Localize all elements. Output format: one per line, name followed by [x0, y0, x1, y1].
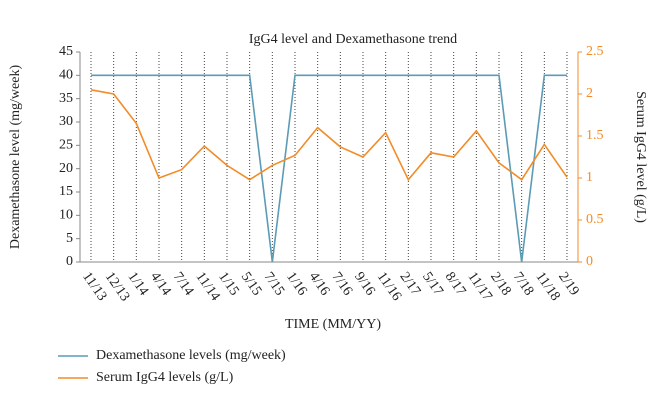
y2-tick-label: 1: [586, 170, 593, 185]
x-tick-label: 11/13: [79, 270, 109, 304]
legend-label: Dexamethasone levels (mg/week): [96, 348, 286, 363]
y2-axis-title: Serum IgG4 level (g/L): [633, 91, 648, 223]
y-tick-label: 30: [59, 114, 73, 129]
x-tick-label: 7/14: [170, 270, 197, 299]
y2-tick-label: 0: [586, 254, 593, 269]
y-tick-label: 25: [59, 138, 73, 153]
y-tick-label: 5: [66, 231, 73, 246]
x-tick-label: 5/17: [419, 270, 446, 299]
y-tick-label: 45: [59, 44, 73, 59]
y2-tick-label: 0.5: [586, 212, 604, 227]
y-tick-label: 40: [59, 68, 73, 83]
x-tick-label: 7/18: [510, 270, 537, 299]
y-tick-label: 15: [59, 184, 73, 199]
series-line: [90, 89, 568, 182]
x-tick-label: 11/16: [374, 270, 404, 304]
x-tick-label: 8/17: [442, 270, 469, 299]
series-line: [91, 74, 567, 263]
y-tick-label: 35: [59, 91, 73, 106]
y-tick-label: 10: [59, 208, 73, 223]
y2-tick-label: 2: [586, 86, 593, 101]
x-tick-label: 11/17: [464, 270, 494, 304]
x-tick-label: 4/16: [306, 270, 333, 299]
x-axis-title: TIME (MM/YY): [285, 317, 381, 332]
y2-tick-label: 1.5: [586, 128, 604, 143]
y-tick-label: 0: [66, 254, 73, 269]
x-tick-label: 4/14: [147, 270, 174, 299]
x-tick-label: 11/18: [532, 270, 562, 304]
x-tick-label: 11/14: [192, 270, 222, 304]
chart-title: IgG4 level and Dexamethasone trend: [249, 32, 457, 47]
x-tick-label: 7/15: [260, 270, 287, 299]
x-tick-label: 7/16: [328, 270, 355, 299]
x-tick-label: 9/16: [351, 270, 378, 299]
legend-label: Serum IgG4 levels (g/L): [96, 370, 234, 385]
x-tick-label: 1/16: [283, 270, 310, 299]
y-axis-title: Dexamethasone level (mg/week): [8, 65, 23, 250]
y-tick-label: 20: [59, 161, 73, 176]
y2-tick-label: 2.5: [586, 44, 604, 59]
x-tick-label: 5/15: [238, 270, 265, 299]
